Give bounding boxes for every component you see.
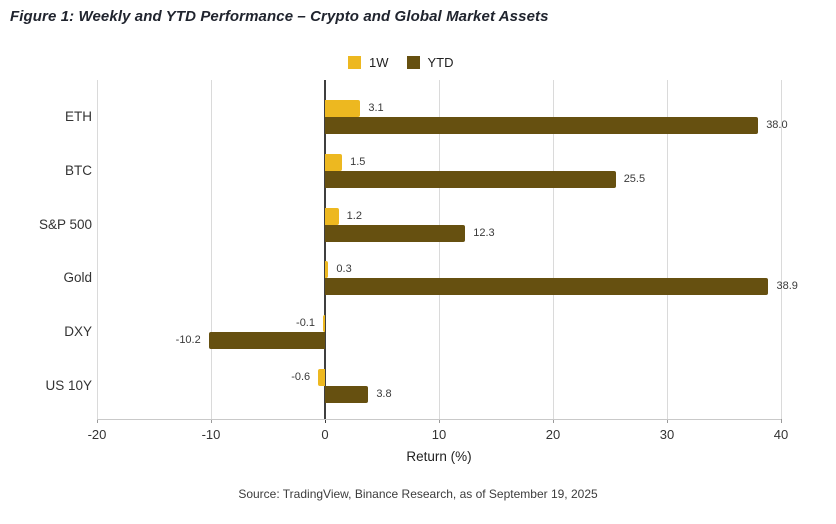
zero-axis-line — [324, 80, 326, 419]
value-label-ytd-gold: 38.9 — [776, 280, 798, 293]
x-axis-tick — [781, 419, 782, 423]
legend-label-ytd: YTD — [427, 55, 454, 70]
x-axis-tick — [211, 419, 212, 423]
gridline — [667, 80, 668, 419]
legend-item-ytd: YTD — [406, 55, 454, 70]
value-label-ytd-s-p-500: 12.3 — [473, 226, 495, 239]
x-axis-tick — [439, 419, 440, 423]
value-label-1w-eth: 3.1 — [368, 102, 384, 114]
bar-1w-eth — [325, 100, 361, 117]
bar-ytd-gold — [325, 278, 769, 296]
category-label-us-10y: US 10Y — [45, 378, 92, 393]
category-label-gold: Gold — [63, 270, 92, 286]
bar-ytd-dxy — [208, 332, 325, 350]
x-tick-label: 30 — [659, 427, 675, 442]
legend-swatch-1w-icon — [348, 56, 361, 69]
x-tick-label: -20 — [87, 427, 107, 442]
value-label-1w-gold: 0.3 — [336, 263, 352, 276]
category-label-btc: BTC — [65, 162, 92, 178]
x-tick-label: 10 — [431, 427, 447, 442]
legend-label-1w: 1W — [369, 55, 389, 70]
x-tick-label: 20 — [545, 427, 561, 442]
x-tick-label: 0 — [321, 427, 329, 442]
category-label-s-p-500: S&P 500 — [38, 216, 92, 232]
value-label-ytd-btc: 25.5 — [623, 172, 646, 185]
x-tick-label: -10 — [201, 427, 221, 442]
gridline — [781, 80, 782, 419]
bar-1w-btc — [325, 153, 343, 171]
legend-swatch-ytd-icon — [406, 56, 420, 69]
bar-1w-dxy — [323, 315, 325, 333]
category-label-eth: ETH — [65, 109, 92, 124]
legend-item-1w: 1W — [348, 55, 389, 70]
source-note: Source: TradingView, Binance Research, a… — [238, 487, 598, 501]
bar-ytd-btc — [325, 170, 616, 188]
x-axis-tick — [553, 419, 554, 423]
x-axis-tick — [97, 419, 98, 423]
x-axis-line — [97, 419, 781, 420]
chart-legend: 1W YTD — [348, 55, 454, 70]
bar-ytd-us-10y — [325, 386, 369, 403]
bar-1w-s-p-500 — [325, 207, 339, 225]
value-label-1w-us-10y: -0.6 — [291, 371, 311, 383]
value-label-ytd-eth: 38.0 — [766, 119, 788, 131]
value-label-ytd-dxy: -10.2 — [175, 334, 201, 347]
bar-1w-us-10y — [318, 369, 325, 386]
value-label-1w-s-p-500: 1.2 — [346, 209, 362, 222]
figure-title: Figure 1: Weekly and YTD Performance – C… — [10, 8, 549, 25]
value-label-1w-dxy: -0.1 — [296, 317, 315, 330]
gridline — [553, 80, 554, 419]
gridline — [211, 80, 212, 419]
x-axis-tick — [325, 419, 326, 423]
gridline — [439, 80, 440, 419]
value-label-1w-btc: 1.5 — [350, 155, 366, 168]
x-axis-title: Return (%) — [406, 449, 472, 464]
bar-ytd-eth — [325, 117, 759, 134]
gridline — [97, 80, 98, 419]
bar-ytd-s-p-500 — [325, 224, 466, 242]
x-axis-tick — [667, 419, 668, 423]
bar-1w-gold — [325, 261, 329, 279]
category-label-dxy: DXY — [64, 324, 92, 340]
x-tick-label: 40 — [773, 427, 789, 442]
value-label-ytd-us-10y: 3.8 — [376, 388, 392, 400]
